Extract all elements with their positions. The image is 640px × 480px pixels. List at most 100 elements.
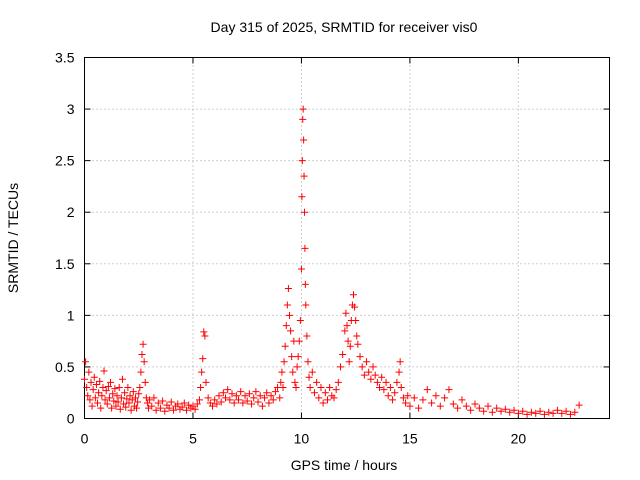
grid-layer	[84, 57, 610, 419]
y-tick-label: 2.5	[55, 153, 75, 169]
data-point	[146, 396, 154, 404]
data-point	[237, 388, 245, 396]
y-axis-title: SRMTID / TECUs	[5, 183, 21, 293]
data-point	[369, 363, 377, 371]
data-point	[95, 389, 103, 397]
data-point	[396, 358, 404, 366]
data-point	[125, 399, 133, 407]
data-point	[199, 355, 207, 363]
data-point	[553, 406, 561, 414]
data-point	[376, 384, 384, 392]
data-point	[121, 389, 129, 397]
data-point	[292, 384, 300, 392]
y-tick-label: 3	[67, 101, 75, 117]
data-point	[201, 332, 209, 340]
data-point	[271, 388, 279, 396]
data-point	[360, 371, 368, 379]
data-point	[154, 399, 162, 407]
data-point	[404, 392, 412, 400]
y-tick-label: 0	[67, 411, 75, 427]
data-point	[232, 392, 240, 400]
data-point	[313, 378, 321, 386]
data-point	[305, 373, 313, 381]
data-point	[139, 340, 147, 348]
data-point	[319, 399, 327, 407]
data-points	[81, 105, 583, 418]
data-point	[323, 396, 331, 404]
data-point	[114, 398, 122, 406]
data-point	[169, 406, 177, 414]
data-point	[358, 363, 366, 371]
data-point	[123, 395, 131, 403]
data-point	[540, 410, 548, 418]
data-point	[506, 408, 514, 416]
y-tick-label: 2	[67, 204, 75, 220]
data-point	[243, 397, 251, 405]
data-point	[367, 375, 375, 383]
data-point	[389, 396, 397, 404]
data-point	[423, 386, 431, 394]
data-point	[83, 384, 91, 392]
data-point	[141, 378, 149, 386]
data-point	[137, 368, 145, 376]
data-point	[222, 394, 230, 402]
data-point	[159, 397, 167, 405]
data-point	[280, 358, 288, 366]
data-point	[393, 378, 401, 386]
data-point	[235, 396, 243, 404]
data-point	[471, 400, 479, 408]
data-point	[97, 404, 105, 412]
data-point	[263, 389, 271, 397]
data-point	[532, 409, 540, 417]
data-point	[248, 400, 256, 408]
data-point	[428, 399, 436, 407]
data-point	[217, 398, 225, 406]
data-point	[363, 358, 371, 366]
data-point	[178, 403, 186, 411]
data-point	[84, 392, 92, 400]
data-point	[488, 408, 496, 416]
data-point	[419, 396, 427, 404]
data-point	[373, 378, 381, 386]
data-point	[350, 291, 358, 299]
data-point	[332, 386, 340, 394]
data-point	[402, 399, 410, 407]
x-axis-title: GPS time / hours	[291, 457, 398, 473]
data-point	[566, 410, 574, 418]
data-point	[301, 280, 309, 288]
data-point	[89, 386, 97, 394]
data-point	[276, 394, 284, 402]
x-tick-label: 0	[81, 431, 89, 447]
data-point	[99, 384, 107, 392]
data-point	[562, 407, 570, 415]
data-point	[299, 115, 307, 123]
data-point	[510, 406, 518, 414]
data-point	[384, 392, 392, 400]
data-point	[558, 409, 566, 417]
data-point	[117, 394, 125, 402]
data-point	[343, 322, 351, 330]
data-point	[436, 402, 444, 410]
data-point	[365, 368, 373, 376]
data-point	[397, 384, 405, 392]
data-point	[382, 378, 390, 386]
data-point	[284, 285, 292, 293]
data-point	[321, 389, 329, 397]
data-point	[310, 389, 318, 397]
data-point	[279, 384, 287, 392]
data-point	[410, 394, 418, 402]
data-point	[571, 408, 579, 416]
data-point	[193, 400, 201, 408]
data-point	[182, 406, 190, 414]
data-point	[140, 358, 148, 366]
data-point	[138, 351, 146, 359]
data-point	[286, 311, 294, 319]
data-point	[549, 409, 557, 417]
data-point	[156, 404, 164, 412]
data-point	[256, 392, 264, 400]
data-point	[306, 384, 314, 392]
data-point	[135, 390, 143, 398]
data-point	[300, 136, 308, 144]
data-point	[258, 402, 266, 410]
